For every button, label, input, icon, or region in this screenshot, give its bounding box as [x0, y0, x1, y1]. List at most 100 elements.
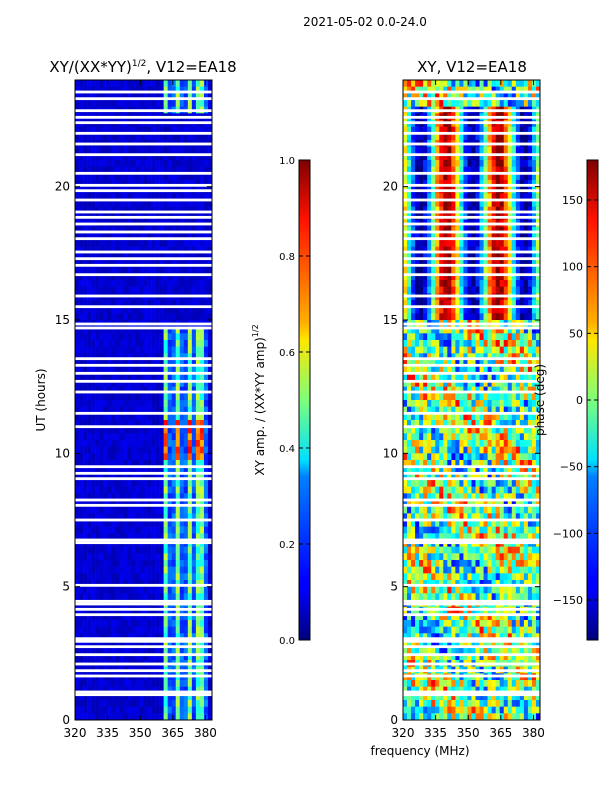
phase-cell — [499, 333, 505, 341]
amplitude-cell — [147, 693, 152, 701]
amplitude-cell — [107, 640, 112, 647]
phase-cell — [487, 333, 492, 341]
amplitude-cell — [127, 713, 132, 721]
amplitude-cell — [155, 513, 160, 521]
phase-cell — [527, 133, 533, 141]
phase-cell — [527, 173, 533, 181]
amplitude-cell — [79, 393, 84, 401]
phase-cell — [415, 373, 420, 381]
amplitude-cell — [147, 280, 152, 287]
phase-cell — [415, 246, 420, 254]
phase-cell — [507, 313, 513, 321]
phase-cell — [471, 366, 476, 374]
amplitude-cell — [179, 126, 185, 134]
amplitude-cell — [199, 406, 205, 414]
amplitude-cell — [107, 260, 112, 267]
phase-cell — [427, 353, 432, 361]
amplitude-cell — [155, 86, 160, 94]
phase-cell — [535, 353, 541, 361]
amplitude-y-tick-label: 10 — [55, 446, 70, 460]
amplitude-cell — [135, 333, 140, 341]
amplitude-cell — [163, 593, 168, 601]
amplitude-cell — [147, 386, 152, 394]
amplitude-cell — [151, 166, 156, 174]
phase-cell — [515, 80, 521, 87]
phase-cell — [515, 380, 521, 387]
phase-cell — [403, 306, 408, 314]
phase-cell — [507, 246, 513, 254]
amplitude-cell — [175, 473, 181, 481]
amplitude-cell — [191, 593, 197, 601]
amplitude-cell — [143, 366, 148, 374]
phase-cell — [431, 346, 436, 354]
amplitude-cell — [143, 126, 148, 134]
amplitude-cell — [203, 513, 209, 521]
amplitude-cell — [79, 266, 84, 274]
phase-cell — [415, 326, 420, 334]
amplitude-cell — [111, 326, 116, 334]
phase-cell — [503, 273, 509, 281]
amplitude-cell — [83, 366, 88, 374]
amplitude-cell — [151, 153, 156, 161]
amplitude-cell — [139, 180, 144, 187]
amplitude-cell — [103, 373, 108, 381]
amplitude-cell — [99, 380, 104, 387]
phase-cell — [483, 200, 488, 207]
amplitude-cell — [143, 306, 148, 314]
amplitude-cell — [119, 646, 124, 654]
amplitude-cell — [155, 506, 160, 514]
phase-cell — [503, 160, 509, 167]
amplitude-cell — [99, 353, 104, 361]
phase-cell — [403, 253, 408, 261]
phase-cell — [527, 93, 533, 101]
phase-cell — [415, 353, 420, 361]
amplitude-cell — [195, 266, 201, 274]
phase-cell — [403, 373, 408, 381]
phase-cell — [459, 200, 464, 207]
phase-cell — [479, 193, 484, 201]
amplitude-cell — [183, 506, 189, 514]
amplitude-cell — [95, 333, 100, 341]
amplitude-cell — [155, 653, 160, 661]
amplitude-cell — [167, 353, 173, 361]
amplitude-cell — [191, 653, 197, 661]
amplitude-cell — [183, 680, 189, 687]
amplitude-cell — [195, 680, 201, 687]
phase-cell — [411, 160, 416, 167]
phase-cell — [495, 133, 501, 141]
phase-cell — [503, 313, 509, 321]
amplitude-cell — [135, 373, 140, 381]
amplitude-flagged-row — [75, 322, 212, 326]
phase-cell — [427, 280, 432, 287]
phase-cell — [439, 380, 444, 387]
amplitude-cell — [123, 100, 128, 107]
amplitude-cell — [183, 340, 189, 347]
amplitude-cell — [159, 386, 164, 394]
amplitude-cell — [111, 580, 116, 587]
amplitude-cell — [83, 133, 88, 141]
amplitude-cell — [127, 393, 132, 401]
phase-cell — [499, 206, 505, 214]
phase-cell — [479, 153, 484, 161]
amplitude-cell — [111, 360, 116, 367]
amplitude-cell — [83, 453, 88, 461]
amplitude-cell — [195, 500, 201, 507]
amplitude-cell — [75, 553, 80, 561]
phase-cell — [451, 173, 456, 181]
phase-cell — [471, 160, 476, 167]
amplitude-cell — [103, 226, 108, 234]
phase-cell — [527, 313, 533, 321]
amplitude-cell — [155, 346, 160, 354]
phase-cell — [439, 326, 444, 334]
phase-cell — [447, 146, 452, 154]
amplitude-cell — [127, 133, 132, 141]
amplitude-cell — [119, 280, 124, 287]
phase-cell — [423, 313, 428, 321]
amplitude-cell — [199, 200, 205, 207]
amplitude-cell — [143, 433, 148, 441]
phase-cell — [491, 340, 496, 347]
amplitude-cell — [175, 353, 181, 361]
phase-cell — [507, 380, 513, 387]
phase-cell — [519, 80, 525, 87]
amplitude-cell — [199, 466, 205, 474]
